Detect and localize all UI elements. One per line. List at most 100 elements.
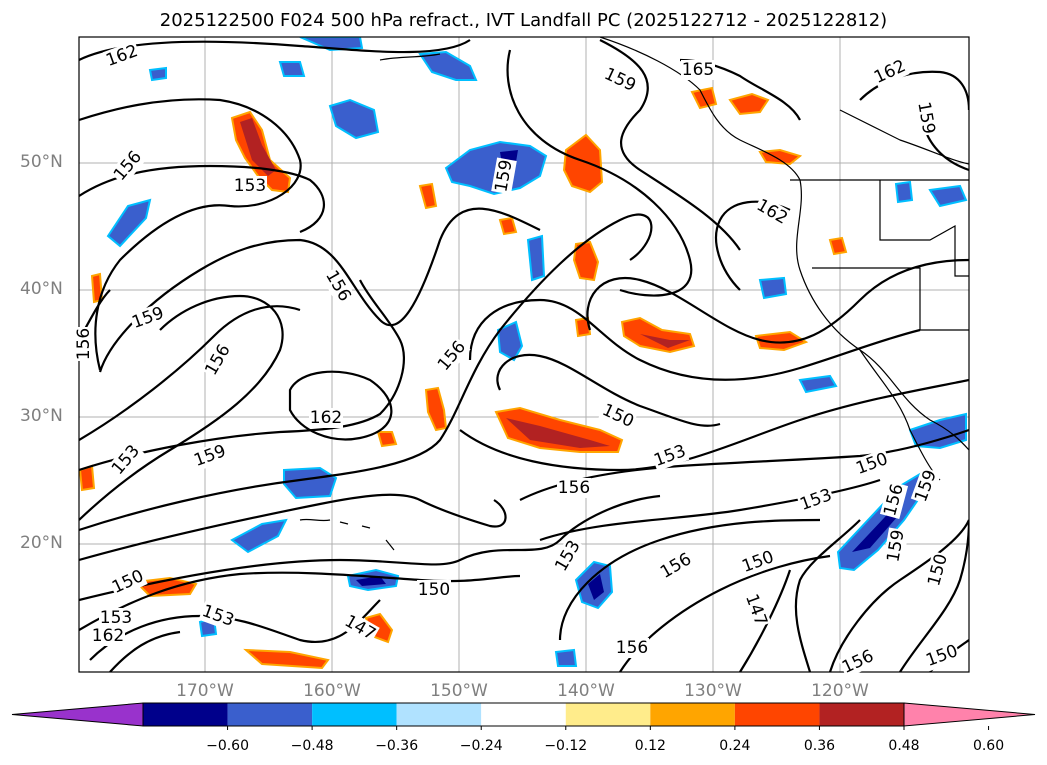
contour-line — [468, 298, 921, 381]
coastlines — [299, 37, 969, 551]
contour-line — [79, 279, 405, 472]
contour-line — [899, 519, 969, 672]
colorbar-outline — [142, 702, 905, 727]
contour-line — [79, 493, 507, 562]
negative-anomaly-region — [418, 50, 478, 81]
contour-label-background — [128, 302, 168, 334]
coastline — [812, 267, 969, 331]
contour-label-background — [107, 440, 145, 480]
contour-label-background — [922, 640, 962, 672]
contour-label-background — [74, 327, 94, 361]
negative-anomaly-region — [554, 648, 578, 667]
negative-anomaly-region — [356, 576, 386, 586]
coastline — [599, 37, 969, 451]
lon-label-160w: 160°W — [303, 681, 361, 701]
colorbar-swatch — [396, 703, 482, 726]
lat-label-40n: 40°N — [20, 279, 63, 299]
colorbar-swatch — [143, 703, 228, 726]
negative-anomaly-region — [798, 374, 838, 394]
contour-label-background — [417, 580, 451, 600]
colorbar-tick-label: 0.60 — [972, 738, 1005, 754]
contour-label-background — [740, 590, 772, 630]
negative-anomaly-region — [496, 320, 524, 362]
contour-label-background — [320, 266, 356, 306]
contour-label-background — [598, 399, 638, 433]
contour-label-background — [340, 610, 380, 646]
positive-anomaly-region — [640, 334, 690, 348]
contour-label-background — [550, 536, 586, 576]
contour-label: 162 — [310, 408, 342, 428]
negative-anomaly-region — [283, 466, 338, 500]
contour-label-background — [650, 440, 690, 472]
contour-label-background — [102, 40, 142, 72]
contour-label: 150 — [418, 580, 450, 600]
colorbar-swatch — [565, 703, 651, 726]
negative-anomaly-region — [328, 98, 380, 140]
contour-label-background — [108, 565, 148, 599]
lat-label-30n: 30°N — [20, 406, 63, 426]
contour-line — [79, 305, 301, 441]
colorbar-tick-label: 0.12 — [634, 738, 666, 754]
contour-label-background — [681, 60, 715, 80]
contour-label-background — [879, 480, 909, 520]
negative-anomaly-region — [299, 37, 364, 52]
negative-anomaly-region — [230, 518, 288, 554]
contour-line — [98, 207, 541, 373]
contour-label: 156 — [74, 328, 94, 360]
contour-label-background — [557, 478, 591, 498]
colorbar-tick-label: −0.48 — [290, 738, 334, 754]
colorbar-swatch — [312, 703, 397, 726]
contour-line — [519, 428, 969, 501]
lat-label-20n: 20°N — [20, 533, 63, 553]
contour-label-background — [190, 440, 230, 472]
colorbar-tick-label: 0.24 — [719, 738, 751, 754]
positive-anomaly-region — [243, 648, 330, 670]
contour-label: 156 — [558, 478, 590, 498]
positive-anomaly-region — [418, 182, 438, 210]
contour-line — [586, 258, 969, 344]
colorbar-extend-min — [11, 702, 144, 727]
contour-label: 153 — [234, 176, 266, 196]
contour-label-background — [491, 157, 517, 195]
contour-line — [79, 294, 284, 521]
positive-anomaly-region — [728, 92, 770, 116]
coastline — [839, 109, 969, 165]
lon-label-120w: 120°W — [811, 681, 869, 701]
positive-anomaly-region — [498, 216, 518, 236]
colorbar-swatch — [734, 703, 820, 726]
contour-line — [288, 370, 393, 441]
positive-anomaly-region — [758, 148, 803, 166]
negative-anomaly-region — [278, 61, 306, 77]
positive-anomaly-region — [376, 431, 398, 448]
contour-label: 156 — [616, 638, 648, 658]
lon-label-140w: 140°W — [557, 681, 615, 701]
contour-line — [828, 519, 969, 672]
colorbar-swatch — [650, 703, 735, 726]
colorbar-swatch — [481, 703, 566, 726]
coastline — [879, 180, 969, 277]
negative-anomaly-region — [588, 574, 604, 600]
contour-line — [79, 98, 302, 371]
colorbar-swatch — [227, 703, 313, 726]
contour-line — [558, 518, 821, 641]
colorbar-extend-max — [903, 702, 1036, 727]
contour-line — [79, 571, 521, 631]
contour-label-background — [656, 548, 696, 584]
positive-anomaly-region — [754, 330, 809, 352]
contour-label-background — [433, 336, 471, 376]
refractivity-contours — [79, 39, 969, 672]
contour-line — [109, 630, 181, 672]
negative-anomaly-region — [894, 180, 914, 204]
positive-anomaly-region — [572, 240, 600, 282]
lat-label-50n: 50°N — [20, 152, 63, 172]
contour-label-background — [883, 527, 909, 565]
contour-label: 162 — [92, 626, 124, 646]
contour-line — [794, 519, 861, 672]
contour-line — [79, 213, 653, 532]
contour-line — [599, 39, 741, 251]
colorbar-tick-label: 0.48 — [888, 738, 920, 754]
colorbar-tick-label: −0.36 — [375, 738, 419, 754]
contour-line — [459, 378, 969, 472]
contour-label-background — [99, 608, 133, 628]
